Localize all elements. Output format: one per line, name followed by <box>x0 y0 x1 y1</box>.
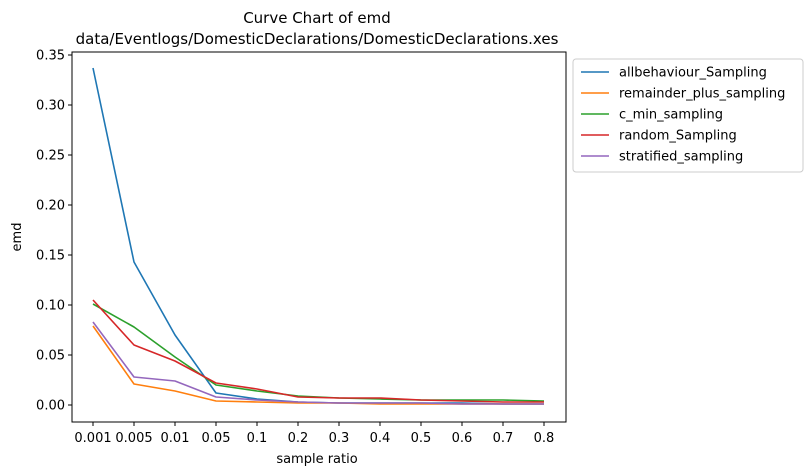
series-line-allbehaviour-sampling <box>92 67 544 405</box>
series-line-random-sampling <box>92 299 544 403</box>
legend-label: allbehaviour_Sampling <box>619 66 767 81</box>
y-tick-label: 0.35 <box>36 49 65 64</box>
x-tick-label: 0.2 <box>288 431 309 446</box>
x-tick-label: 0.7 <box>493 431 514 446</box>
x-tick-label: 0.001 <box>74 431 111 446</box>
y-tick-label: 0.20 <box>36 199 65 214</box>
y-tick-label: 0.15 <box>36 249 65 264</box>
legend-label: remainder_plus_sampling <box>619 87 785 102</box>
x-tick-label: 0.1 <box>247 431 268 446</box>
series-line-stratified-sampling <box>92 321 544 405</box>
legend-box <box>572 58 804 173</box>
series-line-c-min-sampling <box>92 303 545 402</box>
x-tick-label: 0.01 <box>161 431 190 446</box>
plot-frame <box>71 51 567 423</box>
y-axis-ticks: 0.00 0.05 0.10 0.15 0.20 0.25 0.30 0.35 <box>36 49 72 414</box>
x-axis-label: sample ratio <box>276 452 357 467</box>
x-tick-label: 0.6 <box>452 431 473 446</box>
legend-label: stratified_sampling <box>619 150 743 165</box>
y-axis-label: emd <box>10 223 25 252</box>
legend: allbehaviour_Sampling remainder_plus_samp… <box>572 58 804 173</box>
x-tick-label: 0.005 <box>115 431 152 446</box>
x-tick-label: 0.05 <box>202 431 231 446</box>
x-tick-label: 0.3 <box>329 431 350 446</box>
chart-subtitle: data/Eventlogs/DomesticDeclarations/Dome… <box>76 30 559 48</box>
legend-label: random_Sampling <box>619 129 737 144</box>
y-tick-label: 0.30 <box>36 99 65 114</box>
x-tick-label: 0.8 <box>534 431 555 446</box>
chart-title: Curve Chart of emd <box>243 9 391 27</box>
series-line-remainder-plus-sampling <box>92 325 544 405</box>
x-axis-ticks: 0.001 0.005 0.01 0.05 0.1 0.2 0.3 0.4 0.5 0.6 0.7 0… <box>74 422 554 446</box>
x-tick-label: 0.4 <box>370 431 391 446</box>
y-tick-label: 0.05 <box>36 349 65 364</box>
x-tick-label: 0.5 <box>411 431 432 446</box>
y-tick-label: 0.00 <box>36 399 65 414</box>
y-tick-label: 0.10 <box>36 299 65 314</box>
y-tick-label: 0.25 <box>36 149 65 164</box>
legend-label: c_min_sampling <box>619 108 723 123</box>
series-lines <box>92 67 545 405</box>
